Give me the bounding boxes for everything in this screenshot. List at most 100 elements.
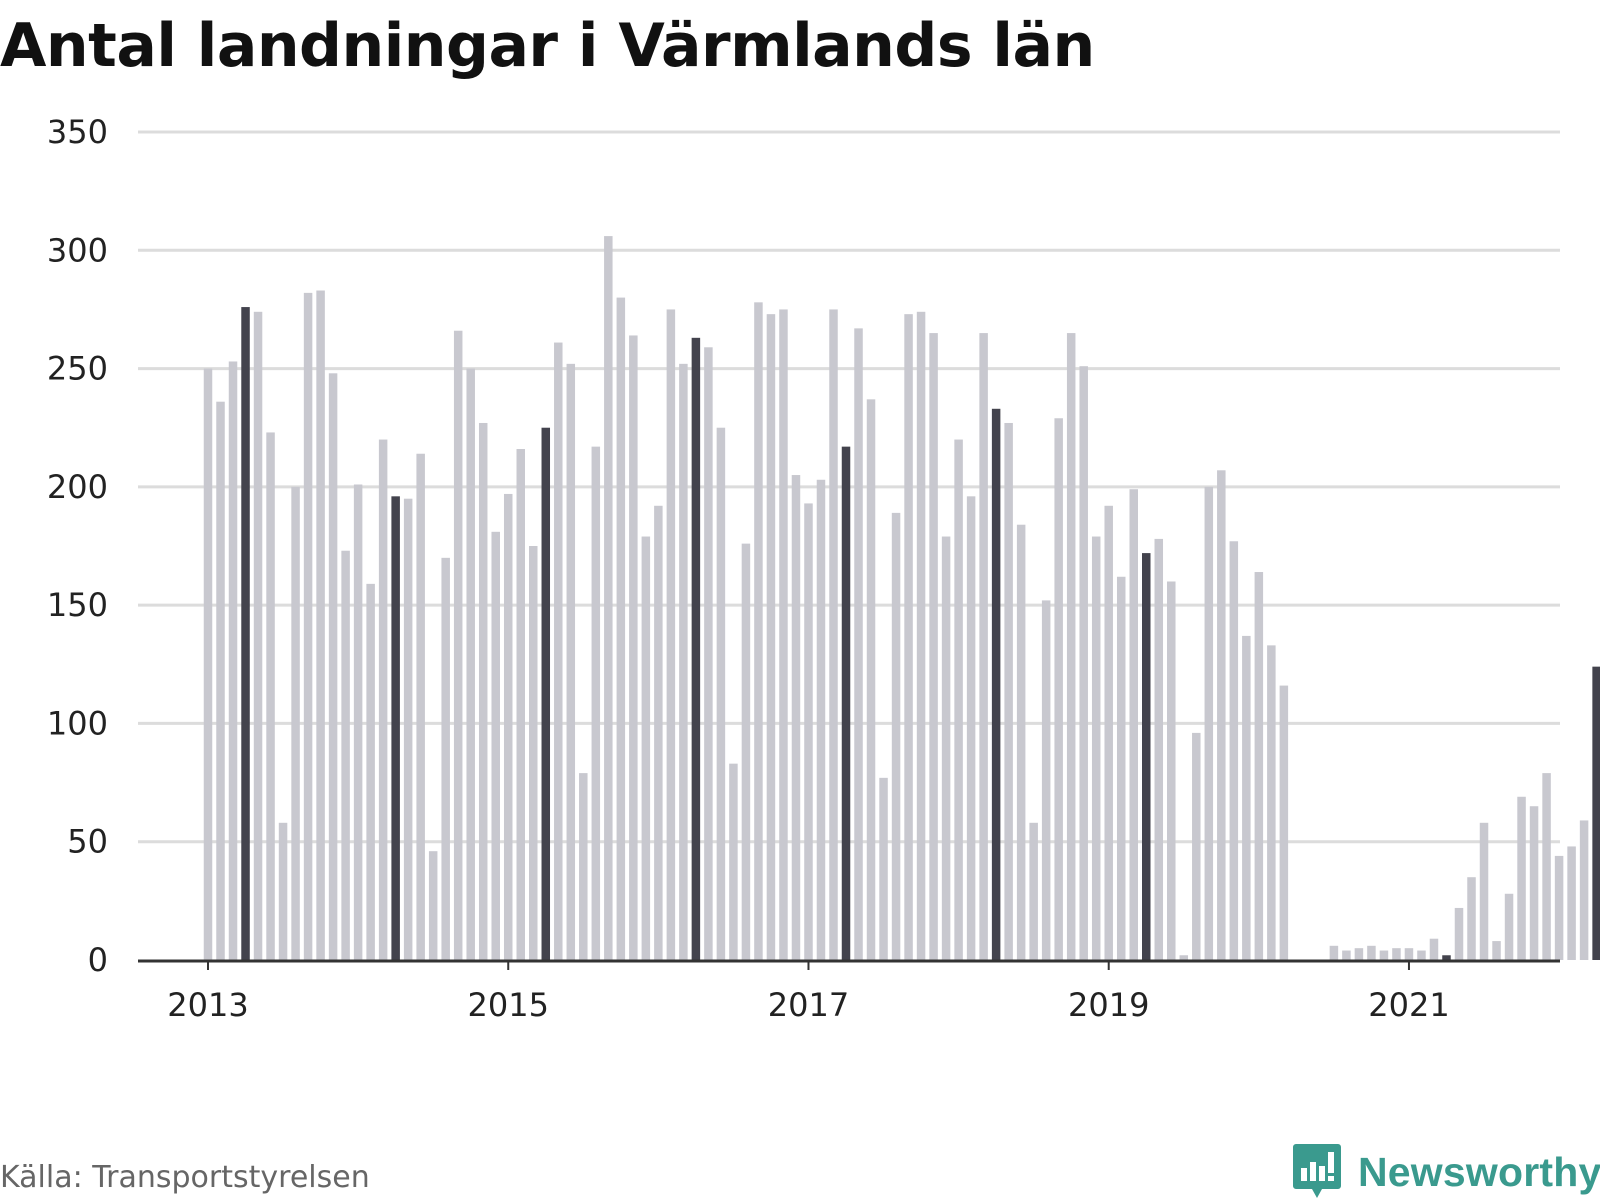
source-note: Källa: Transportstyrelsen	[0, 1160, 370, 1195]
y-tick-label: 100	[47, 704, 108, 742]
bar	[1467, 877, 1476, 960]
brand-logo: Newsworthy	[1292, 1142, 1600, 1202]
bar	[1179, 955, 1189, 960]
y-tick-label: 0	[88, 941, 108, 979]
bar	[441, 557, 450, 960]
bar	[328, 373, 338, 960]
bar	[1016, 524, 1026, 960]
y-tick-label: 150	[47, 586, 108, 624]
bar	[291, 486, 300, 960]
bar	[1342, 950, 1351, 960]
bar	[954, 439, 963, 960]
bar	[1329, 945, 1339, 960]
x-tick-label: 2017	[768, 986, 849, 1024]
y-axis-ticks: 0 50 100 150 200 250 300 350	[47, 113, 108, 979]
y-tick-label: 250	[47, 350, 108, 388]
bar	[228, 361, 238, 961]
bar	[1041, 600, 1051, 960]
bar	[278, 822, 288, 960]
bar	[1542, 773, 1551, 960]
bar	[1592, 666, 1600, 960]
bar	[941, 536, 951, 960]
brand-name: Newsworthy	[1358, 1148, 1600, 1195]
bar	[641, 536, 651, 960]
bar	[1442, 955, 1451, 960]
bars	[203, 236, 1600, 961]
x-tick-label: 2019	[1068, 986, 1149, 1024]
bar	[1392, 948, 1401, 960]
bar	[1066, 333, 1076, 961]
bar	[829, 309, 838, 960]
bar	[453, 330, 463, 961]
bar	[266, 432, 275, 961]
bar	[841, 446, 851, 960]
bar	[991, 408, 1001, 960]
bar	[1091, 536, 1101, 960]
bar	[466, 368, 475, 961]
bar	[253, 311, 263, 960]
bar	[1529, 806, 1539, 960]
bar	[979, 333, 988, 961]
bar	[779, 309, 788, 960]
bar	[1379, 950, 1389, 960]
bar	[1504, 893, 1514, 960]
bar	[916, 311, 926, 960]
bar	[1116, 576, 1126, 960]
y-tick-label: 200	[47, 468, 108, 506]
bar	[1242, 635, 1251, 960]
y-tick-label: 300	[47, 231, 108, 269]
bar	[316, 290, 325, 960]
bar	[1567, 846, 1576, 960]
bar	[904, 314, 913, 960]
bar	[1454, 907, 1464, 960]
bar	[1354, 948, 1364, 960]
bar	[716, 427, 726, 960]
newsworthy-logo-icon	[1293, 1144, 1341, 1198]
bar	[1129, 489, 1138, 960]
bar	[491, 531, 500, 960]
y-tick-label: 350	[47, 113, 108, 151]
bar	[1154, 538, 1164, 960]
bar	[1554, 855, 1564, 960]
bar	[566, 363, 576, 961]
bar	[679, 363, 688, 961]
bar	[541, 427, 551, 960]
bar	[879, 777, 888, 960]
bar	[529, 546, 538, 960]
bar	[816, 479, 826, 960]
bar	[666, 309, 676, 960]
bar	[1579, 820, 1589, 960]
bar	[1367, 945, 1376, 960]
bar	[629, 335, 638, 960]
bar	[604, 236, 613, 960]
bar	[579, 773, 588, 960]
bar	[1229, 541, 1239, 960]
bar	[416, 453, 425, 960]
bar	[966, 496, 976, 960]
bar	[1517, 796, 1526, 960]
bar	[391, 496, 400, 960]
bar	[554, 342, 563, 960]
bar	[1104, 505, 1113, 960]
bar	[1479, 822, 1489, 960]
bar	[1029, 822, 1038, 960]
bar	[516, 449, 525, 960]
x-tick-label: 2015	[468, 986, 549, 1024]
bar	[428, 851, 438, 960]
bar	[741, 543, 751, 960]
bar	[341, 550, 350, 960]
bar	[729, 763, 738, 960]
bar	[929, 333, 938, 961]
bar	[866, 399, 876, 961]
chart-title: Antal landningar i Värmlands län	[0, 11, 1095, 81]
bar	[1217, 470, 1226, 960]
bar	[478, 422, 488, 960]
bar	[1167, 581, 1176, 960]
bar	[854, 328, 863, 961]
bar	[616, 297, 626, 961]
bar	[1204, 486, 1214, 960]
bar	[378, 439, 388, 960]
bar	[591, 446, 601, 960]
bar	[1267, 645, 1276, 960]
bar	[891, 512, 901, 960]
